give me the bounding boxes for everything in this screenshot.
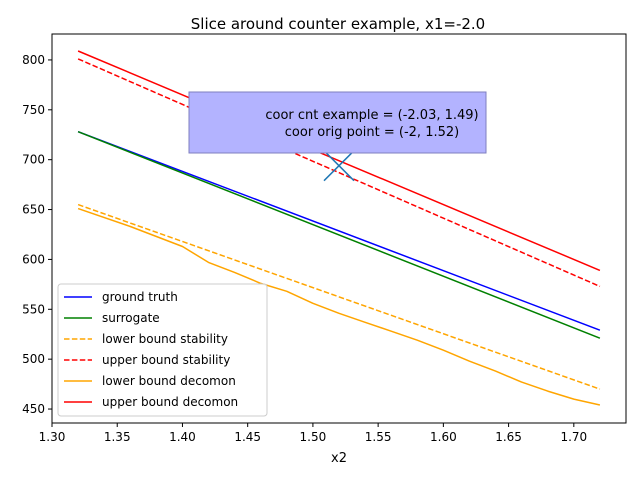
legend-label: upper bound stability: [102, 353, 230, 367]
y-tick-label: 800: [22, 53, 45, 67]
y-tick-label: 700: [22, 153, 45, 167]
x-tick-label: 1.65: [495, 430, 522, 444]
legend-label: surrogate: [102, 311, 160, 325]
y-tick-label: 650: [22, 203, 45, 217]
x-tick-label: 1.40: [169, 430, 196, 444]
x-tick-label: 1.35: [104, 430, 131, 444]
y-tick-label: 450: [22, 402, 45, 416]
legend-label: lower bound decomon: [102, 374, 236, 388]
legend-label: lower bound stability: [102, 332, 228, 346]
x-tick-label: 1.60: [430, 430, 457, 444]
series-line-surrogate: [77, 131, 601, 339]
counter-example-marker-stroke-b: [323, 150, 355, 182]
series-line-upper-bound-decomon: [77, 50, 601, 272]
annotation-box: [188, 91, 487, 154]
annotation-line-1: coor cnt example = (-2.03, 1.49): [265, 108, 478, 123]
legend-box: [57, 283, 268, 417]
y-tick-label: 750: [22, 103, 45, 117]
y-tick-label: 600: [22, 252, 45, 266]
x-axis-label: x2: [331, 451, 347, 466]
series-line-lower-bound-stability: [77, 203, 601, 390]
series-line-upper-bound-stability: [77, 58, 601, 288]
legend-label: upper bound decomon: [102, 395, 238, 409]
x-tick-label: 1.50: [300, 430, 327, 444]
x-tick-label: 1.45: [234, 430, 261, 444]
y-axis: 450 500 550 600 650 700 750 800: [22, 53, 52, 416]
y-tick-label: 550: [22, 302, 45, 316]
x-tick-label: 1.55: [365, 430, 392, 444]
x-tick-label: 1.70: [560, 430, 587, 444]
series-layer: [77, 50, 601, 406]
plot-area-frame: [51, 33, 627, 424]
x-tick-label: 1.30: [39, 430, 66, 444]
series-line-ground-truth: [77, 130, 601, 331]
legend-label: ground truth: [102, 290, 178, 304]
x-axis: 1.30 1.35 1.40 1.45 1.50 1.55 1.60 1.65 1.70: [39, 423, 587, 444]
annotation-line-2: coor orig point = (-2, 1.52): [285, 125, 459, 140]
y-tick-label: 500: [22, 352, 45, 366]
legend: ground truth surrogate lower bound stabili…: [57, 283, 268, 417]
chart-title: Slice around counter example, x1=-2.0: [191, 15, 485, 33]
series-line-lower-bound-decomon: [77, 207, 601, 406]
annotation-layer: coor cnt example = (-2.03, 1.49) coor ori…: [188, 91, 487, 182]
